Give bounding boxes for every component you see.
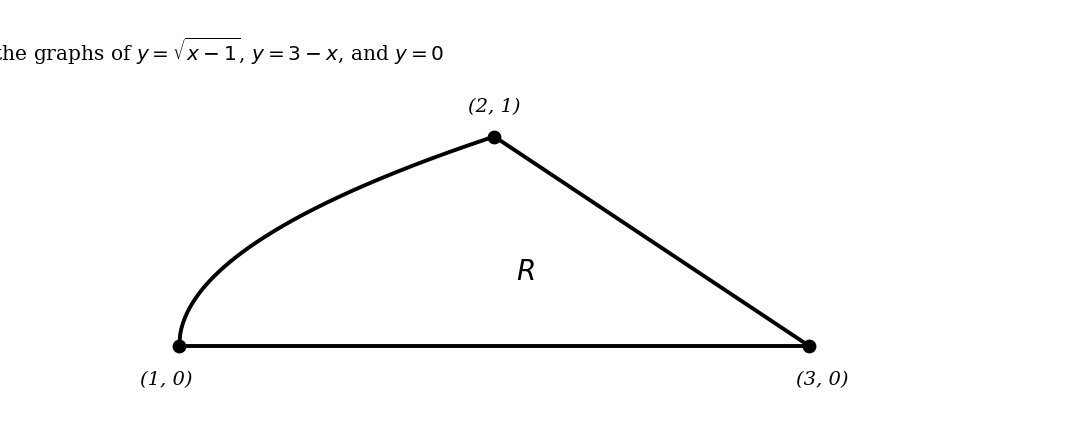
Text: (1, 0): (1, 0)	[141, 371, 193, 389]
Point	[170, 343, 187, 349]
Point	[800, 343, 818, 349]
Text: (2, 1): (2, 1)	[468, 98, 521, 115]
Text: (3, 0): (3, 0)	[796, 371, 848, 389]
Text: $R$: $R$	[517, 259, 535, 286]
Point	[485, 133, 503, 140]
Text: Given:  region $R$ below bounded by the graphs of $y = \sqrt{x-1}$, $y = 3 - x$,: Given: region $R$ below bounded by the g…	[0, 36, 445, 67]
